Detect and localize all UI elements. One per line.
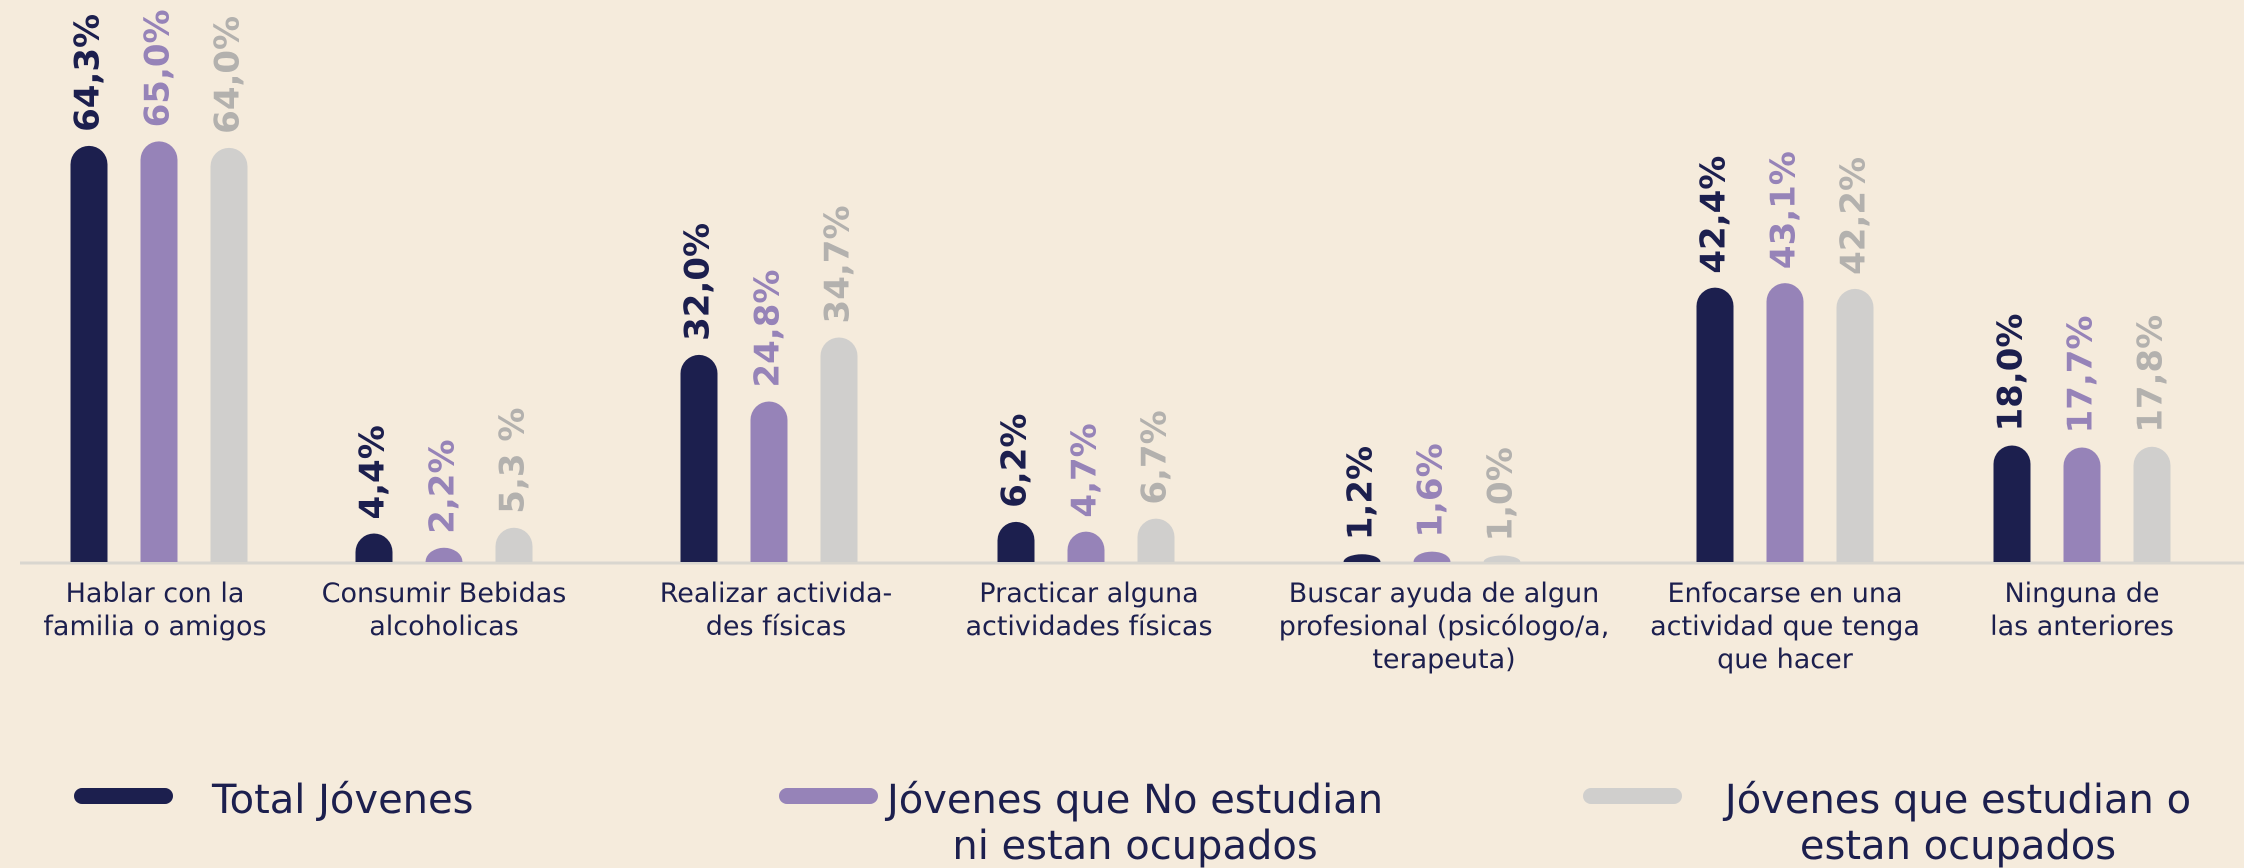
text-line: des físicas xyxy=(706,611,846,642)
value-label: 1,6% xyxy=(1411,443,1451,537)
bar xyxy=(140,141,178,562)
bar xyxy=(425,547,463,562)
text-line: que hacer xyxy=(1717,644,1854,675)
value-label: 1,2% xyxy=(1341,446,1381,540)
text-line: Ninguna de xyxy=(2004,578,2159,609)
bar xyxy=(1413,551,1451,562)
text-line: estan ocupados xyxy=(1800,823,2116,868)
value-label: 17,7% xyxy=(2061,315,2101,433)
value-label: 1,0% xyxy=(1481,447,1521,541)
value-label: 43,1% xyxy=(1764,151,1804,269)
text-line: Jóvenes que estudian o xyxy=(1722,777,2191,823)
value-label: 42,2% xyxy=(1834,157,1874,275)
bar xyxy=(1343,554,1381,562)
x-tick-label: Ninguna de las anteriores xyxy=(1990,578,2174,642)
value-label: 42,4% xyxy=(1694,156,1734,274)
value-label: 17,8% xyxy=(2131,315,2171,433)
text-line: actividad que tenga xyxy=(1650,611,1920,642)
bar xyxy=(680,354,718,562)
bar xyxy=(1067,531,1105,562)
x-tick-label: Consumir Bebidas alcoholicas xyxy=(322,578,567,642)
bar xyxy=(1137,518,1175,562)
bar xyxy=(1836,288,1874,562)
value-label: 64,0% xyxy=(208,16,248,134)
bar xyxy=(2133,446,2171,562)
bar xyxy=(210,147,248,563)
x-tick-label: Realizar activida-des físicas xyxy=(660,578,893,642)
bar xyxy=(997,521,1035,562)
x-tick-label: Practicar alguna actividades físicas xyxy=(965,578,1212,642)
value-label: 2,2% xyxy=(423,439,463,533)
bar xyxy=(1993,445,2031,562)
bar xyxy=(820,337,858,562)
text-line: Buscar ayuda de algun xyxy=(1289,578,1599,609)
bar xyxy=(2063,447,2101,562)
bar xyxy=(1696,287,1734,562)
bar xyxy=(1766,283,1804,562)
value-label: 32,0% xyxy=(678,223,718,341)
text-line: alcoholicas xyxy=(369,611,519,642)
bar xyxy=(355,533,393,562)
text-line: profesional (psicólogo/a, xyxy=(1279,611,1610,642)
text-line: terapeuta) xyxy=(1372,644,1515,675)
value-label: 4,7% xyxy=(1065,423,1105,517)
text-line: las anteriores xyxy=(1990,611,2174,642)
text-line: Consumir Bebidas xyxy=(322,578,567,609)
value-label: 4,4% xyxy=(353,425,393,519)
legend-label: Jóvenes que estudian o estan ocupados xyxy=(1722,777,2191,868)
value-label: 5,3 % xyxy=(493,408,533,514)
text-line: Practicar alguna xyxy=(979,578,1198,609)
text-line: Total Jóvenes xyxy=(211,777,473,823)
value-label: 24,8% xyxy=(748,270,788,388)
value-label: 65,0% xyxy=(138,9,178,127)
value-label: 64,3% xyxy=(68,14,108,132)
legend-label: Jóvenes que No estudian ni estan ocupados xyxy=(884,777,1383,868)
legend-label: Total Jóvenes xyxy=(211,777,473,823)
x-tick-label: Enfocarse en una actividad que tenga que h… xyxy=(1650,578,1920,675)
value-label: 34,7% xyxy=(818,205,858,323)
bar xyxy=(750,401,788,562)
text-line: actividades físicas xyxy=(965,611,1212,642)
bar xyxy=(495,527,533,562)
text-line: Enfocarse en una xyxy=(1667,578,1902,609)
text-line: Jóvenes que No estudian xyxy=(884,777,1383,823)
text-line: Realizar activida- xyxy=(660,578,893,609)
value-label: 6,7% xyxy=(1135,410,1175,504)
text-line: ni estan ocupados xyxy=(952,823,1317,868)
text-line: familia o amigos xyxy=(43,611,266,642)
text-line: Hablar con la xyxy=(66,578,245,609)
x-tick-label: Buscar ayuda de algun profesional (psicól… xyxy=(1279,578,1610,675)
bar xyxy=(1483,555,1521,562)
bar xyxy=(70,145,108,562)
value-label: 18,0% xyxy=(1991,314,2031,432)
x-tick-label: Hablar con la familia o amigos xyxy=(43,578,266,642)
value-label: 6,2% xyxy=(995,414,1035,508)
